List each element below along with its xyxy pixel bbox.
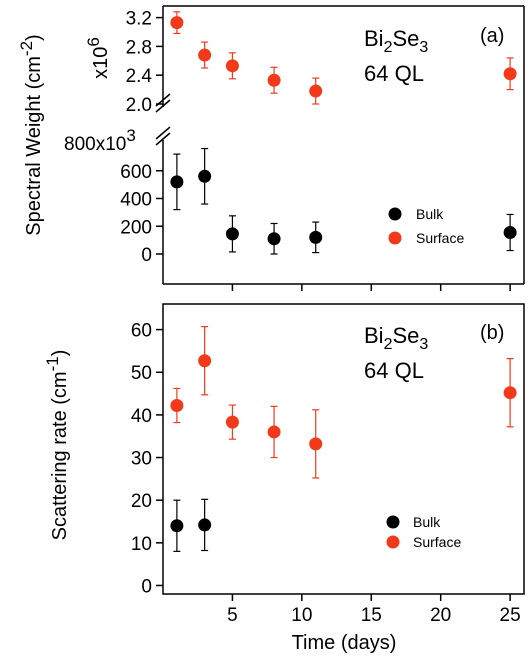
panel-a-axis-break-bottom	[155, 126, 171, 146]
panel-a-legend-surface-marker	[388, 231, 402, 245]
panel-a-bottom-multiplier: 800x103	[64, 126, 136, 155]
panel-b-bulk-point	[198, 518, 212, 532]
panel-b-legend: Bulk Surface	[386, 514, 461, 550]
panel-a-bottom-bulk-point	[309, 230, 323, 244]
panel-b-x-ticks: 5 10 15 20 25	[227, 594, 521, 626]
panel-a-compound: Bi2Se3	[364, 26, 428, 56]
panel-a-top-points	[170, 11, 517, 105]
panel-a-label: (a)	[480, 25, 504, 47]
panel-b-xtick-label: 5	[227, 605, 238, 626]
panel-a-bottom-y-ticks: 0 200 400 600	[120, 162, 163, 266]
panel-b-legend-bulk-marker	[386, 515, 400, 529]
x-axis-label: Time (days)	[292, 632, 397, 654]
panel-b-label: (b)	[480, 322, 504, 344]
panel-b-bulk-point	[170, 519, 184, 533]
panel-a-top-surface-point	[225, 59, 239, 73]
panel-b-xtick-label: 20	[430, 605, 451, 626]
panel-a-bottom-ytick-label: 0	[141, 245, 152, 266]
panel-a-top-surface-point	[503, 67, 517, 81]
panel-b-ytick-label: 20	[131, 491, 152, 512]
panel-a-legend-bulk-marker	[388, 207, 402, 221]
shared-y-axis-label: Spectral Weight (cm-2)	[17, 34, 45, 235]
panel-a-sample-label: 64 QL	[364, 61, 424, 86]
panel-b-axes	[162, 303, 525, 595]
panel-b-xtick-label: 10	[291, 605, 312, 626]
panel-a-bottom-x-ticks	[231, 284, 511, 291]
panel-b-surface-point	[170, 399, 184, 412]
panel-a-top-axes	[155, 5, 525, 284]
panel-a-top-surface-point	[309, 84, 323, 98]
panel-b-legend-bulk-label: Bulk	[413, 514, 441, 530]
panel-b-ytick-label: 50	[131, 363, 152, 384]
panel-b-ytick-label: 10	[131, 534, 152, 555]
panel-a-legend-surface-label: Surface	[416, 230, 464, 246]
panel-b-frame	[162, 303, 525, 595]
panel-a-top-surface-point	[267, 73, 281, 87]
panel-a-bottom-bulk-point	[170, 175, 184, 189]
panel-a-legend: Bulk Surface	[388, 206, 464, 246]
panel-a-top-surface-point	[198, 48, 212, 62]
panel-b-legend-surface-label: Surface	[413, 534, 461, 550]
panel-b-ytick-label: 60	[131, 321, 152, 342]
panel-a-top-multiplier: x106	[84, 37, 112, 79]
panel-a-top-ytick-label: 2.8	[126, 37, 152, 58]
panel-a-bottom-bulk-point	[198, 169, 212, 183]
panel-b-xtick-label: 25	[500, 605, 521, 626]
panel-b-points	[170, 326, 517, 552]
panel-b-surface-point	[198, 354, 212, 368]
panel-a-legend-bulk-label: Bulk	[416, 206, 444, 222]
panel-b-legend-surface-marker	[386, 535, 400, 549]
panel-a-bottom-ytick-label: 600	[120, 162, 152, 183]
panel-a-bottom-bulk-point	[267, 232, 281, 246]
panel-b-surface-point	[267, 425, 281, 439]
panel-b-xtick-label: 15	[361, 605, 382, 626]
panel-b-ytick-label: 0	[141, 576, 152, 597]
panel-b-ytick-label: 40	[131, 406, 152, 427]
panel-a-bottom-ytick-label: 400	[120, 190, 152, 211]
panel-a-bottom-bulk-point	[503, 225, 517, 239]
panel-a-bottom-bulk-point	[225, 227, 239, 241]
panel-a-top-ytick-label: 3.2	[126, 9, 152, 30]
panel-b-sample-label: 64 QL	[364, 358, 424, 383]
panel-b-y-axis-label: Scattering rate (cm-1)	[43, 350, 71, 541]
panel-a-top-ytick-label: 2.4	[126, 66, 153, 87]
panel-a-top-ytick-label: 2.0	[126, 95, 152, 116]
panel-b-ytick-label: 30	[131, 449, 152, 470]
panel-b-compound: Bi2Se3	[364, 323, 428, 353]
panel-a-top-y-ticks: 2.0 2.4 2.8 3.2	[126, 9, 163, 116]
panel-b-y-ticks: 0 10 20 30 40 50 60	[131, 321, 163, 597]
panel-b-surface-point	[309, 437, 323, 451]
panel-a-bottom-ytick-label: 200	[120, 217, 152, 238]
panel-a-bottom-points	[170, 147, 517, 255]
panel-a-top-surface-point	[170, 16, 184, 30]
panel-a-bottom-axes	[155, 126, 524, 285]
panel-b-surface-point	[503, 386, 517, 400]
panel-b-surface-point	[225, 415, 239, 429]
